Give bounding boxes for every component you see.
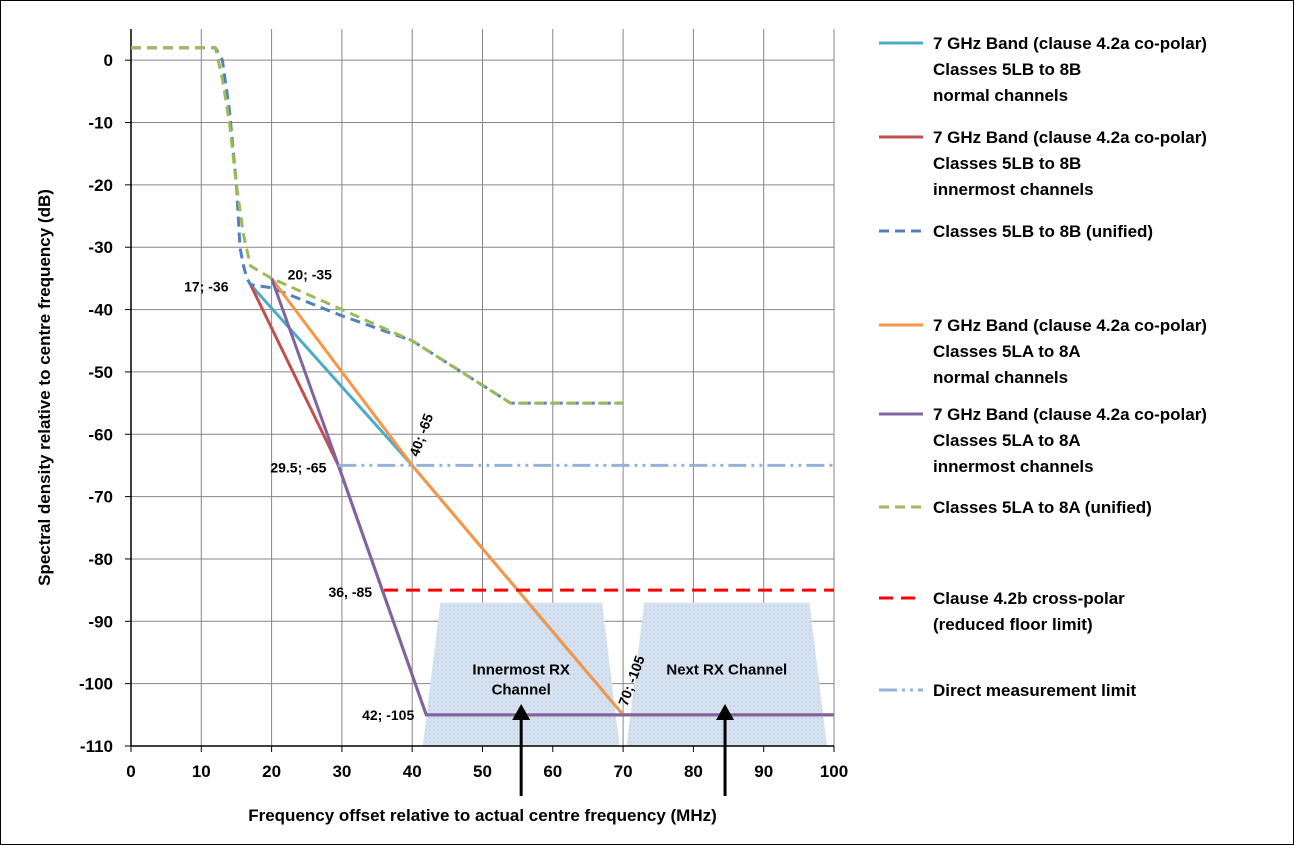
y-tick-label: -30 xyxy=(88,238,113,257)
x-axis-title: Frequency offset relative to actual cent… xyxy=(248,806,717,825)
point-annotation: 29.5; -65 xyxy=(270,459,326,475)
rx-channel-area xyxy=(422,602,620,746)
rx-channel-regions: Innermost RX Channel Next RX Channel xyxy=(422,602,827,746)
rx-channel-area xyxy=(626,602,827,746)
legend-label-s8: Direct measurement limit xyxy=(933,681,1136,700)
y-tick-label: -50 xyxy=(88,363,113,382)
x-tick-label: 100 xyxy=(820,762,848,781)
x-tick-label: 0 xyxy=(126,762,135,781)
x-tick-label: 60 xyxy=(543,762,562,781)
y-tick-label: 0 xyxy=(104,51,113,70)
y-tick-label: -60 xyxy=(88,425,113,444)
y-tick-label: -110 xyxy=(80,737,113,756)
y-tick-label: -90 xyxy=(88,612,113,631)
rx-channel-label: Innermost RX Channel xyxy=(472,661,570,698)
y-tick-label: -20 xyxy=(88,176,113,195)
point-annotation: 17; -36 xyxy=(184,279,229,295)
x-tick-label: 50 xyxy=(473,762,492,781)
rx-arrow-head xyxy=(716,704,735,720)
y-tick-label: -80 xyxy=(88,550,113,569)
legend-label-s7: Clause 4.2b cross-polar (reduced floor li… xyxy=(933,589,1125,634)
series-lines xyxy=(131,46,834,796)
point-annotation: 36, -85 xyxy=(328,584,372,600)
axes: 0 10 20 30 40 50 60 70 80 90 100 0 -10 -20 -30 -40 -50 -6… xyxy=(35,29,848,825)
point-annotation: 40; -65 xyxy=(406,411,436,458)
legend-label-s3: Classes 5LB to 8B (unified) xyxy=(933,222,1153,241)
x-tick-label: 20 xyxy=(262,762,281,781)
legend-label-s4: 7 GHz Band (clause 4.2a co-polar) Classes… xyxy=(933,316,1207,387)
legend-label-s1: 7 GHz Band (clause 4.2a co-polar) Classes… xyxy=(933,34,1207,105)
x-tick-label: 10 xyxy=(192,762,211,781)
point-annotation: 20; -35 xyxy=(288,266,333,282)
y-tick-label: -10 xyxy=(88,114,113,133)
x-tick-label: 90 xyxy=(754,762,773,781)
x-tick-label: 70 xyxy=(614,762,633,781)
x-tick-label: 30 xyxy=(332,762,351,781)
rx-channel-label: Next RX Channel xyxy=(666,661,787,678)
rx-arrow-head xyxy=(512,704,531,720)
x-tick-label: 80 xyxy=(684,762,703,781)
point-annotation: 42; -105 xyxy=(362,707,414,723)
y-tick-label: -40 xyxy=(88,301,113,320)
y-tick-label: -100 xyxy=(79,675,113,694)
legend: 7 GHz Band (clause 4.2a co-polar) Classes… xyxy=(879,34,1207,700)
y-axis-title: Spectral density relative to centre freq… xyxy=(35,189,54,586)
series-line-s3 xyxy=(131,46,624,405)
legend-label-s5: 7 GHz Band (clause 4.2a co-polar) Classes… xyxy=(933,405,1207,476)
x-tick-label: 40 xyxy=(403,762,422,781)
legend-label-s2: 7 GHz Band (clause 4.2a co-polar) Classes… xyxy=(933,128,1207,199)
series-line-s6 xyxy=(131,46,624,405)
series-line-s5 xyxy=(270,277,834,717)
y-tick-label: -70 xyxy=(88,488,113,507)
legend-label-s6: Classes 5LA to 8A (unified) xyxy=(933,498,1152,517)
